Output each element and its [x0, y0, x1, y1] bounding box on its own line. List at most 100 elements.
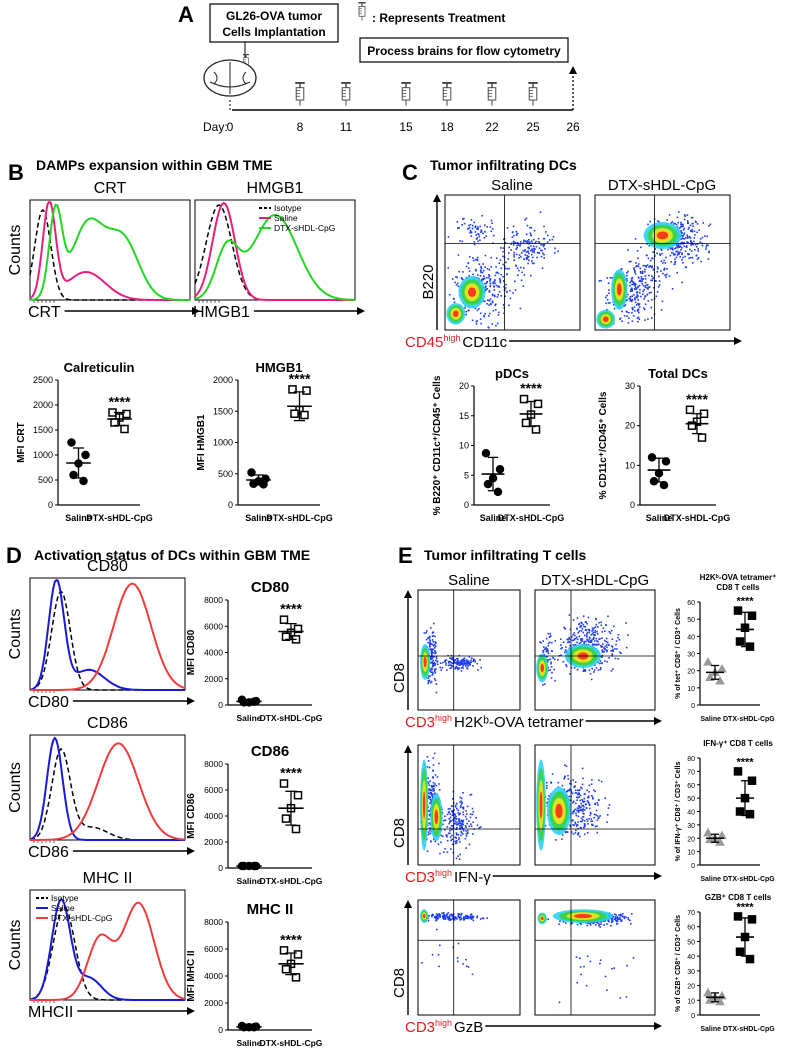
flow-event — [529, 227, 531, 229]
flow-event — [543, 246, 545, 248]
flow-event — [588, 791, 590, 793]
flow-event — [468, 263, 470, 265]
flow-event — [591, 634, 593, 636]
y-tick-label: 30 — [625, 381, 635, 391]
flow-event — [705, 246, 707, 248]
flow-event — [432, 914, 434, 916]
flow-event — [470, 230, 472, 232]
flow-event — [431, 652, 433, 654]
flow-event — [573, 619, 575, 621]
y-tick-label: 8000 — [204, 595, 223, 605]
flow-event — [528, 247, 530, 249]
flow-event — [564, 777, 566, 779]
flow-event — [611, 968, 613, 970]
flow-event — [496, 285, 498, 287]
flow-event — [455, 666, 457, 668]
flow-event — [434, 670, 436, 672]
flow-event — [477, 825, 479, 827]
flow-event — [580, 966, 582, 968]
flow-event — [599, 280, 601, 282]
y-tick-label: 60 — [687, 783, 695, 790]
flow-event — [513, 235, 515, 237]
y-tick-label: 1500 — [33, 425, 53, 435]
flow-event — [696, 255, 698, 257]
y-tick-label: 70 — [687, 910, 695, 917]
histogram-curve — [30, 743, 185, 840]
flow-event — [439, 853, 441, 855]
flow-event — [550, 663, 552, 665]
syringe-barrel — [359, 7, 365, 17]
flow-event — [621, 320, 623, 322]
flow-event — [473, 222, 475, 224]
flow-event — [507, 268, 509, 270]
flow-event — [563, 641, 565, 643]
flow-event — [459, 825, 461, 827]
flow-event — [462, 218, 464, 220]
flow-event — [450, 919, 452, 921]
flow-event — [688, 227, 690, 229]
flow-event — [596, 638, 598, 640]
flow-event — [530, 232, 532, 234]
flow-event — [648, 258, 650, 260]
flow-event — [690, 225, 692, 227]
flow-event — [454, 823, 456, 825]
flow-event — [466, 818, 468, 820]
flow-event — [585, 621, 587, 623]
legend-label: Saline — [51, 903, 75, 913]
data-point — [749, 612, 756, 619]
flow-event — [486, 281, 488, 283]
x-tick-label: Saline — [236, 876, 261, 886]
flow-event — [600, 280, 602, 282]
flow-event — [641, 278, 643, 280]
flow-event — [554, 659, 556, 661]
flow-event — [428, 915, 430, 917]
flow-event — [629, 285, 631, 287]
flow-event — [614, 918, 616, 920]
flow-event — [543, 652, 545, 654]
syringe-barrel — [342, 88, 350, 100]
flow-event — [629, 920, 631, 922]
y-tick-label: 40 — [687, 810, 695, 817]
flow-event — [523, 240, 525, 242]
flow-event — [460, 831, 462, 833]
flow-event — [612, 638, 614, 640]
flow-event — [424, 632, 426, 634]
histogram-curve — [30, 591, 185, 690]
arrow-head — [187, 697, 195, 705]
flow-event — [563, 627, 565, 629]
data-point — [749, 916, 756, 923]
flow-event — [590, 641, 592, 643]
flow-event — [550, 662, 552, 664]
flow-event — [470, 794, 472, 796]
y-tick-label: 6000 — [204, 785, 223, 795]
flow-event — [625, 622, 627, 624]
y-tick-label: 0 — [218, 1025, 223, 1035]
flow-event — [469, 270, 471, 272]
flow-event — [478, 308, 480, 310]
flow-event — [428, 675, 430, 677]
syringe-plunger — [401, 82, 411, 84]
flow-event — [667, 249, 669, 251]
flow-event — [557, 251, 559, 253]
flow-event — [491, 231, 493, 233]
flow-event — [477, 241, 479, 243]
flow-event — [648, 300, 650, 302]
data-point — [737, 638, 744, 645]
syringe-barrel — [443, 88, 451, 100]
flow-event — [455, 917, 457, 919]
flow-event — [486, 288, 488, 290]
legend-label: DTX-sHDL-CpG — [51, 913, 112, 923]
flow-event — [457, 812, 459, 814]
flow-event — [580, 803, 582, 805]
data-point — [749, 777, 756, 784]
flow-event — [438, 915, 440, 917]
flow-event — [429, 646, 431, 648]
flow-event — [436, 919, 438, 921]
flow-event — [698, 229, 700, 231]
flow-event — [466, 965, 468, 967]
flow-event — [571, 820, 573, 822]
flow-event — [521, 280, 523, 282]
day-tick-label: 22 — [485, 120, 499, 134]
flow-event — [639, 280, 641, 282]
flow-event — [600, 959, 602, 961]
